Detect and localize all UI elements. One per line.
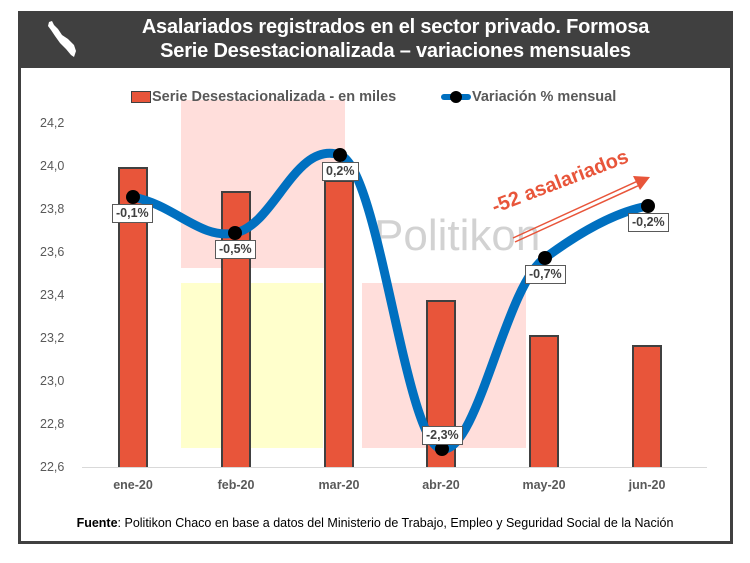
formosa-province-map-icon bbox=[48, 21, 76, 57]
marker-ene-20 bbox=[126, 190, 140, 204]
bar-jun-20 bbox=[632, 345, 662, 467]
highlight-yellow bbox=[181, 283, 323, 448]
title-line-1: Asalariados registrados en el sector pri… bbox=[141, 16, 650, 38]
x-axis-line bbox=[82, 467, 707, 468]
legend-line-label: Variación % mensual bbox=[472, 89, 617, 105]
bar-mar-20 bbox=[324, 180, 354, 467]
x-tick: ene-20 bbox=[113, 478, 153, 492]
x-tick: mar-20 bbox=[318, 478, 360, 492]
title-line-2: Serie Desestacionalizada – variaciones m… bbox=[160, 40, 631, 62]
y-tick: 22,8 bbox=[40, 417, 65, 431]
legend-item-line: Variación % mensual bbox=[441, 89, 616, 105]
y-tick: 23,4 bbox=[40, 288, 65, 302]
x-tick: feb-20 bbox=[217, 478, 255, 492]
x-tick: may-20 bbox=[522, 478, 566, 492]
y-tick: 24,0 bbox=[40, 159, 65, 173]
pct-label-jun-20: -0,2% bbox=[628, 213, 669, 232]
chart-legend: Serie Desestacionalizada - en miles Vari… bbox=[0, 89, 750, 109]
marker-jun-20 bbox=[641, 199, 655, 213]
source-label: Fuente bbox=[76, 516, 118, 530]
y-tick: 22,6 bbox=[40, 460, 65, 474]
y-tick: 23,8 bbox=[40, 202, 65, 216]
watermark: Politikon bbox=[374, 211, 541, 260]
chart-header: Asalariados registrados en el sector pri… bbox=[18, 11, 733, 68]
pct-label-may-20: -0,7% bbox=[525, 265, 566, 284]
pct-label-feb-20: -0,5% bbox=[215, 240, 256, 259]
line-marker-icon bbox=[441, 91, 471, 103]
source-footer: Fuente: Politikon Chaco en base a datos … bbox=[0, 516, 750, 530]
pct-label-mar-20: 0,2% bbox=[322, 162, 359, 181]
source-text: : Politikon Chaco en base a datos del Mi… bbox=[117, 516, 674, 530]
y-tick: 23,0 bbox=[40, 374, 65, 388]
x-tick: abr-20 bbox=[422, 478, 460, 492]
chart-title: Asalariados registrados en el sector pri… bbox=[58, 15, 733, 63]
x-tick: jun-20 bbox=[628, 478, 666, 492]
annotation-arrow-icon bbox=[512, 176, 650, 243]
legend-item-bars: Serie Desestacionalizada - en miles bbox=[131, 89, 396, 105]
marker-feb-20 bbox=[228, 226, 242, 240]
bar-may-20 bbox=[529, 335, 559, 467]
y-tick: 23,2 bbox=[40, 331, 65, 345]
legend-bar-label: Serie Desestacionalizada - en miles bbox=[152, 89, 397, 105]
y-tick: 23,6 bbox=[40, 245, 65, 259]
y-tick: 24,2 bbox=[40, 116, 65, 130]
pct-label-ene-20: -0,1% bbox=[112, 204, 153, 223]
pct-label-abr-20: -2,3% bbox=[422, 426, 463, 445]
bar-swatch-icon bbox=[131, 91, 151, 103]
marker-mar-20 bbox=[333, 148, 347, 162]
marker-abr-20 bbox=[435, 442, 449, 456]
highlight-pink-top bbox=[181, 100, 345, 268]
marker-may-20 bbox=[538, 251, 552, 265]
